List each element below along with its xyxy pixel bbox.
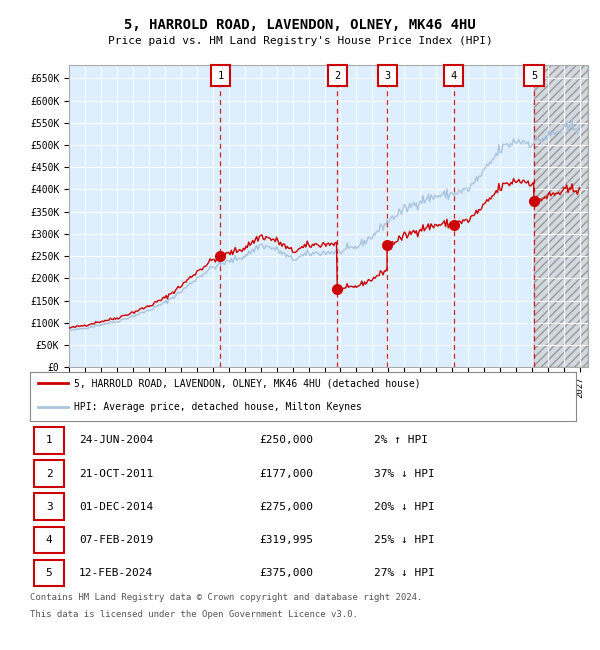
Text: 27% ↓ HPI: 27% ↓ HPI xyxy=(374,568,435,578)
Text: 2% ↑ HPI: 2% ↑ HPI xyxy=(374,436,428,445)
Text: 25% ↓ HPI: 25% ↓ HPI xyxy=(374,535,435,545)
Text: HPI: Average price, detached house, Milton Keynes: HPI: Average price, detached house, Milt… xyxy=(74,402,362,412)
Text: Price paid vs. HM Land Registry's House Price Index (HPI): Price paid vs. HM Land Registry's House … xyxy=(107,36,493,46)
Text: Contains HM Land Registry data © Crown copyright and database right 2024.: Contains HM Land Registry data © Crown c… xyxy=(30,593,422,602)
Text: 2: 2 xyxy=(334,71,340,81)
Text: 1: 1 xyxy=(46,436,52,445)
Text: 01-DEC-2014: 01-DEC-2014 xyxy=(79,502,154,512)
FancyBboxPatch shape xyxy=(34,460,64,487)
FancyBboxPatch shape xyxy=(34,526,64,553)
Text: 3: 3 xyxy=(384,71,390,81)
Text: 1: 1 xyxy=(217,71,224,81)
Text: 07-FEB-2019: 07-FEB-2019 xyxy=(79,535,154,545)
Text: £319,995: £319,995 xyxy=(259,535,313,545)
Text: 21-OCT-2011: 21-OCT-2011 xyxy=(79,469,154,478)
Text: 5: 5 xyxy=(531,71,537,81)
Text: £275,000: £275,000 xyxy=(259,502,313,512)
FancyBboxPatch shape xyxy=(34,493,64,520)
Bar xyxy=(534,65,588,367)
Bar xyxy=(534,65,588,367)
Text: £177,000: £177,000 xyxy=(259,469,313,478)
Text: £375,000: £375,000 xyxy=(259,568,313,578)
Text: 20% ↓ HPI: 20% ↓ HPI xyxy=(374,502,435,512)
Text: 2: 2 xyxy=(46,469,52,478)
Text: 12-FEB-2024: 12-FEB-2024 xyxy=(79,568,154,578)
Text: 5, HARROLD ROAD, LAVENDON, OLNEY, MK46 4HU: 5, HARROLD ROAD, LAVENDON, OLNEY, MK46 4… xyxy=(124,18,476,32)
Text: 5, HARROLD ROAD, LAVENDON, OLNEY, MK46 4HU (detached house): 5, HARROLD ROAD, LAVENDON, OLNEY, MK46 4… xyxy=(74,378,421,388)
FancyBboxPatch shape xyxy=(34,560,64,586)
Text: £250,000: £250,000 xyxy=(259,436,313,445)
Text: 4: 4 xyxy=(451,71,457,81)
Text: 3: 3 xyxy=(46,502,52,512)
FancyBboxPatch shape xyxy=(34,427,64,454)
Text: 24-JUN-2004: 24-JUN-2004 xyxy=(79,436,154,445)
Text: This data is licensed under the Open Government Licence v3.0.: This data is licensed under the Open Gov… xyxy=(30,610,358,619)
Text: 37% ↓ HPI: 37% ↓ HPI xyxy=(374,469,435,478)
Text: 4: 4 xyxy=(46,535,52,545)
Text: 5: 5 xyxy=(46,568,52,578)
